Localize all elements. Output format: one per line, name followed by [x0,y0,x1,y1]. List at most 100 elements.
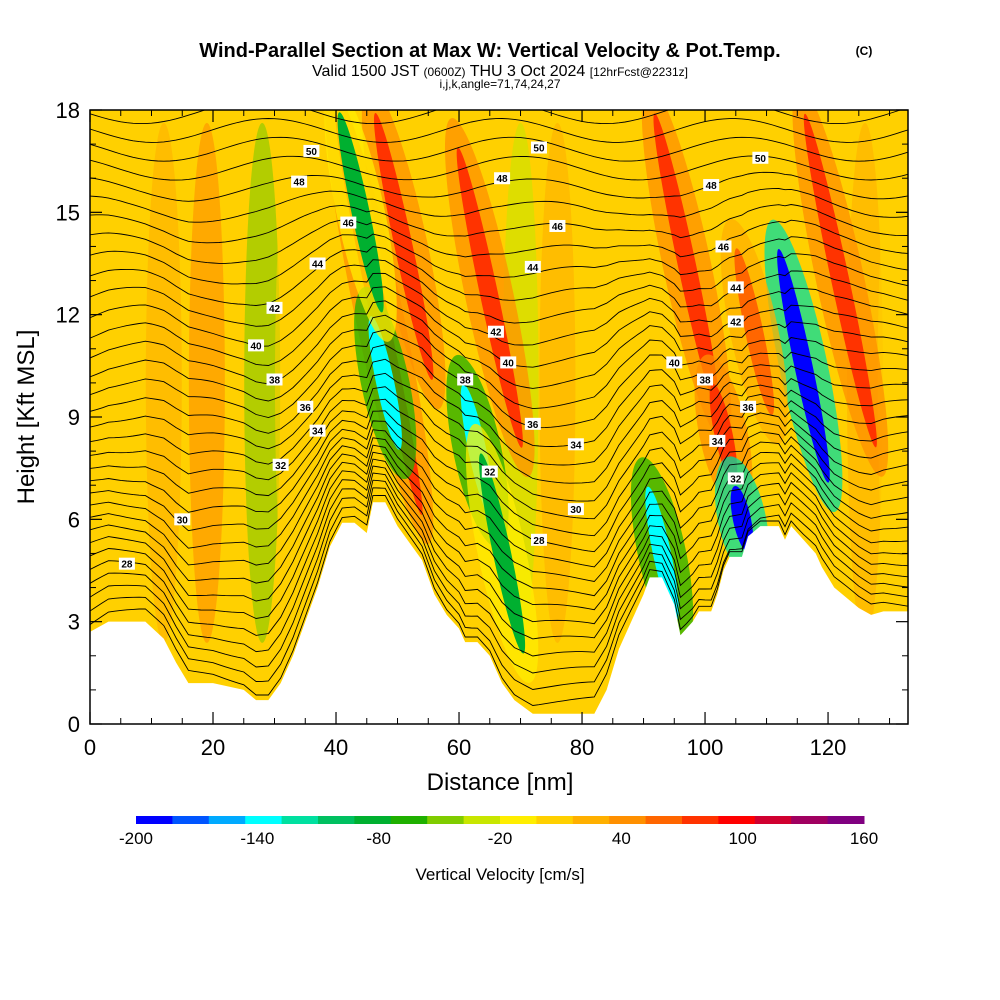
y-tick-label: 12 [56,303,80,328]
y-tick-label: 3 [68,610,80,635]
contour-label-bg [715,240,732,253]
valid-utc: (0600Z) [424,65,466,79]
theta-contour-line [90,386,908,502]
theta-contour-line [90,233,908,285]
contour-label-bg [457,373,474,386]
contour-label-bg [530,141,547,154]
colorbar-swatch [318,816,355,824]
contour-label-text: 40 [250,341,262,352]
contour-labels: 28 30 32 34 36 38 40 42 44 46 48 50 28 30 32 34 36 38 40 42… [118,141,769,571]
theta-contour-label: 46 [340,216,357,230]
forecast-info: [12hrFcst@2231z] [590,65,688,79]
theta-contour-label: 32 [272,458,289,472]
velocity-core [337,112,384,313]
contour-label-text: 34 [312,427,324,438]
theta-contour-label: 38 [266,373,283,386]
theta-contour-label: 36 [297,400,314,414]
theta-contour-label: 28 [118,557,135,571]
theta-contour-label: 34 [567,438,584,451]
contour-label-text: 36 [743,403,755,414]
colorbar-tick-label: 100 [728,829,756,848]
velocity-core [653,113,720,414]
theta-contour-line [90,444,908,597]
y-tick-label: 9 [68,405,80,430]
contour-label-text: 30 [177,515,189,526]
theta-contour-line [90,429,908,568]
theta-contour-label: 44 [524,260,541,274]
theta-contour-line [90,286,908,368]
theta-contour-label: 38 [697,373,714,386]
x-tick-label: 80 [570,735,594,760]
x-tick-label: 60 [447,735,471,760]
theta-contour-line [90,272,908,347]
velocity-core [373,112,434,380]
contour-label-text: 42 [490,328,502,339]
contour-label-bg [272,458,289,471]
theta-contour-label: 30 [174,513,191,526]
theta-contour-line [90,372,908,484]
colorbar-swatch [645,816,683,824]
colorbar-label: Vertical Velocity [cm/s] [415,865,584,884]
velocity-streak [600,122,637,643]
contour-label-bg [752,151,769,164]
contour-label-bg [727,281,744,294]
theta-contour-label: 38 [457,373,474,386]
theta-contour-line [90,472,908,657]
theta-contour-line [90,358,908,466]
colorbar-swatch [609,816,647,824]
theta-contour-label: 44 [727,281,744,294]
theta-contour-line [90,437,908,582]
colorbar-swatch [791,816,829,824]
contour-label-text: 40 [503,358,515,369]
contour-label-bg [530,533,547,546]
theta-contour-line [90,451,908,611]
theta-contour-line [90,219,908,264]
contour-label-text: 36 [300,403,312,414]
theta-contour-line [90,344,908,447]
theta-contour-label: 50 [303,144,320,158]
contour-label-bg [666,356,683,369]
contour-label-text: 44 [730,283,742,294]
chart-title: Wind-Parallel Section at Max W: Vertical… [199,40,780,62]
colorbar-swatch [354,816,392,824]
colorbar-swatch [427,816,465,824]
colorbar-swatch [208,816,246,824]
contour-label-bg [703,179,720,192]
plot-area [90,110,908,724]
theta-contour-label: 28 [530,533,547,547]
theta-contour-line [90,118,908,143]
contour-label-text: 44 [312,260,324,271]
x-tick-label: 20 [201,735,225,760]
contour-label-bg [118,557,135,570]
contour-label-bg [291,175,308,188]
contour-label-text: 32 [484,468,496,479]
contour-label-bg [487,325,504,338]
x-tick-label: 40 [324,735,348,760]
theta-contour-label: 36 [740,400,757,414]
contour-label-bg [740,400,757,413]
contour-label-text: 38 [699,375,711,386]
velocity-core [645,486,679,621]
contour-label-bg [500,356,517,369]
x-tick-label: 120 [810,735,847,760]
contour-label-bg [266,301,283,314]
x-axis-label: Distance [nm] [427,769,574,796]
contour-label-bg [727,315,744,328]
contour-label-bg [309,257,326,270]
theta-contour-line [90,458,908,625]
contour-label-text: 34 [712,437,724,448]
colorbar-swatch [281,816,319,824]
contour-label-text: 32 [275,461,287,472]
y-tick-label: 6 [68,507,80,532]
colorbar-tick-label: 160 [850,829,878,848]
contour-label-bg [481,465,498,478]
contour-label-bg [494,172,511,185]
contour-label-bg [524,417,541,430]
y-tick-label: 0 [68,712,80,737]
theta-contour-label: 50 [752,151,769,165]
theta-contour-label: 46 [715,240,732,253]
theta-contour-line [90,155,908,181]
contour-label-text: 40 [669,358,681,369]
theta-contour-label: 40 [248,339,265,352]
